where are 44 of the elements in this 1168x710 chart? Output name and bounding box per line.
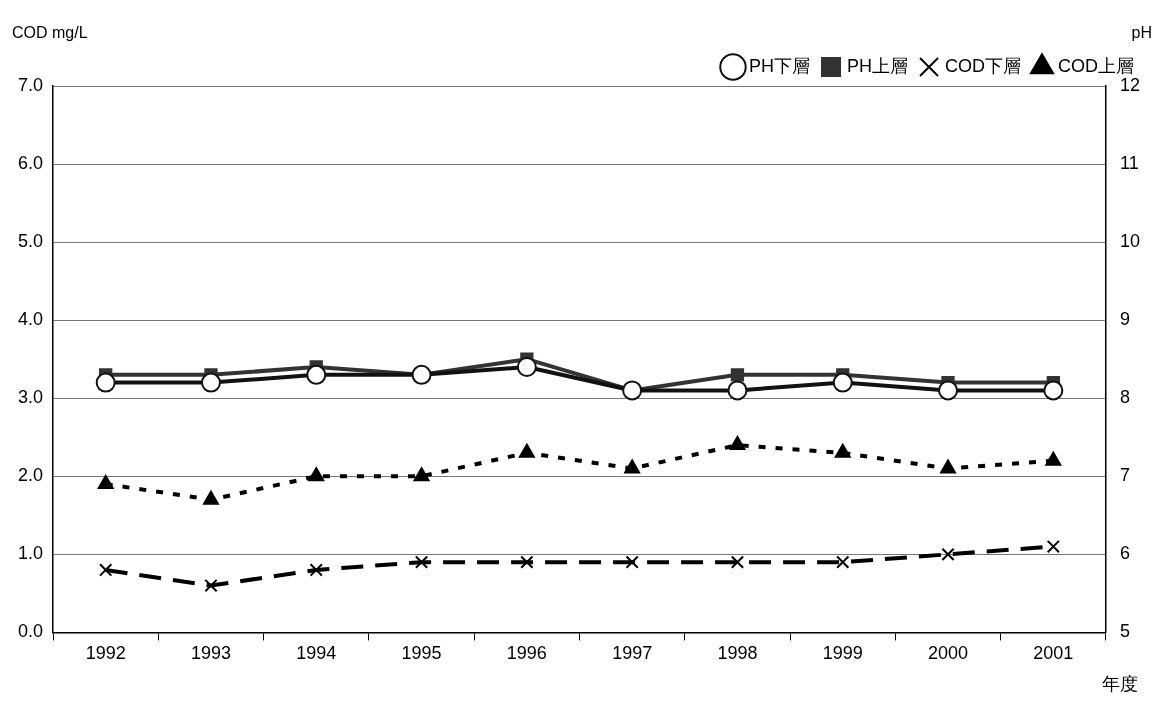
y2-tick-label: 11 [1119,153,1139,174]
point [730,368,745,382]
y-tick-label: 5.0 [17,231,44,252]
point [938,380,959,401]
point [832,372,853,393]
legend-label: COD上層 [1058,55,1134,76]
legend-label: COD下層 [945,55,1021,76]
x-tick-label: 1996 [506,643,547,664]
y2-tick-label: 7 [1119,465,1130,486]
point [1043,380,1064,401]
x-tick-label: 2001 [1033,643,1074,664]
x-tick-label: 1994 [296,643,337,664]
y-tick-label: 6.0 [17,153,44,174]
y-tick-label: 7.0 [17,74,44,95]
point [727,380,748,401]
y2-tick-label: 8 [1119,387,1130,408]
point [622,380,643,401]
y2-tick-label: 9 [1119,309,1130,330]
x-tick-label: 1992 [85,643,126,664]
point [516,357,537,378]
point [306,364,327,385]
point [200,372,221,393]
y-tick-label: 3.0 [17,387,44,408]
y2-tick-label: 5 [1119,621,1130,642]
x-tick-label: 1999 [822,643,863,664]
y-tick-label: 2.0 [17,465,44,486]
x-tick-label: 1998 [717,643,758,664]
y2-axis-title: pH [1131,24,1152,42]
y-tick-label: 4.0 [17,309,44,330]
y2-tick-label: 10 [1119,231,1141,252]
legend-label: PH下層 [748,55,811,76]
legend-label: PH上層 [847,55,909,76]
x-axis-title: 年度 [1102,673,1138,694]
y2-tick-label: 6 [1119,543,1130,564]
x-tick-label: 1997 [612,643,653,664]
x-tick-label: 1993 [190,643,231,664]
y-tick-label: 1.0 [17,543,44,564]
point [95,372,116,393]
point [411,364,432,385]
y-axis-title: COD mg/L [12,24,88,42]
x-tick-label: 1995 [401,643,442,664]
y2-tick-label: 12 [1119,74,1141,95]
y-tick-label: 0.0 [17,621,44,642]
x-tick-label: 2000 [928,643,969,664]
